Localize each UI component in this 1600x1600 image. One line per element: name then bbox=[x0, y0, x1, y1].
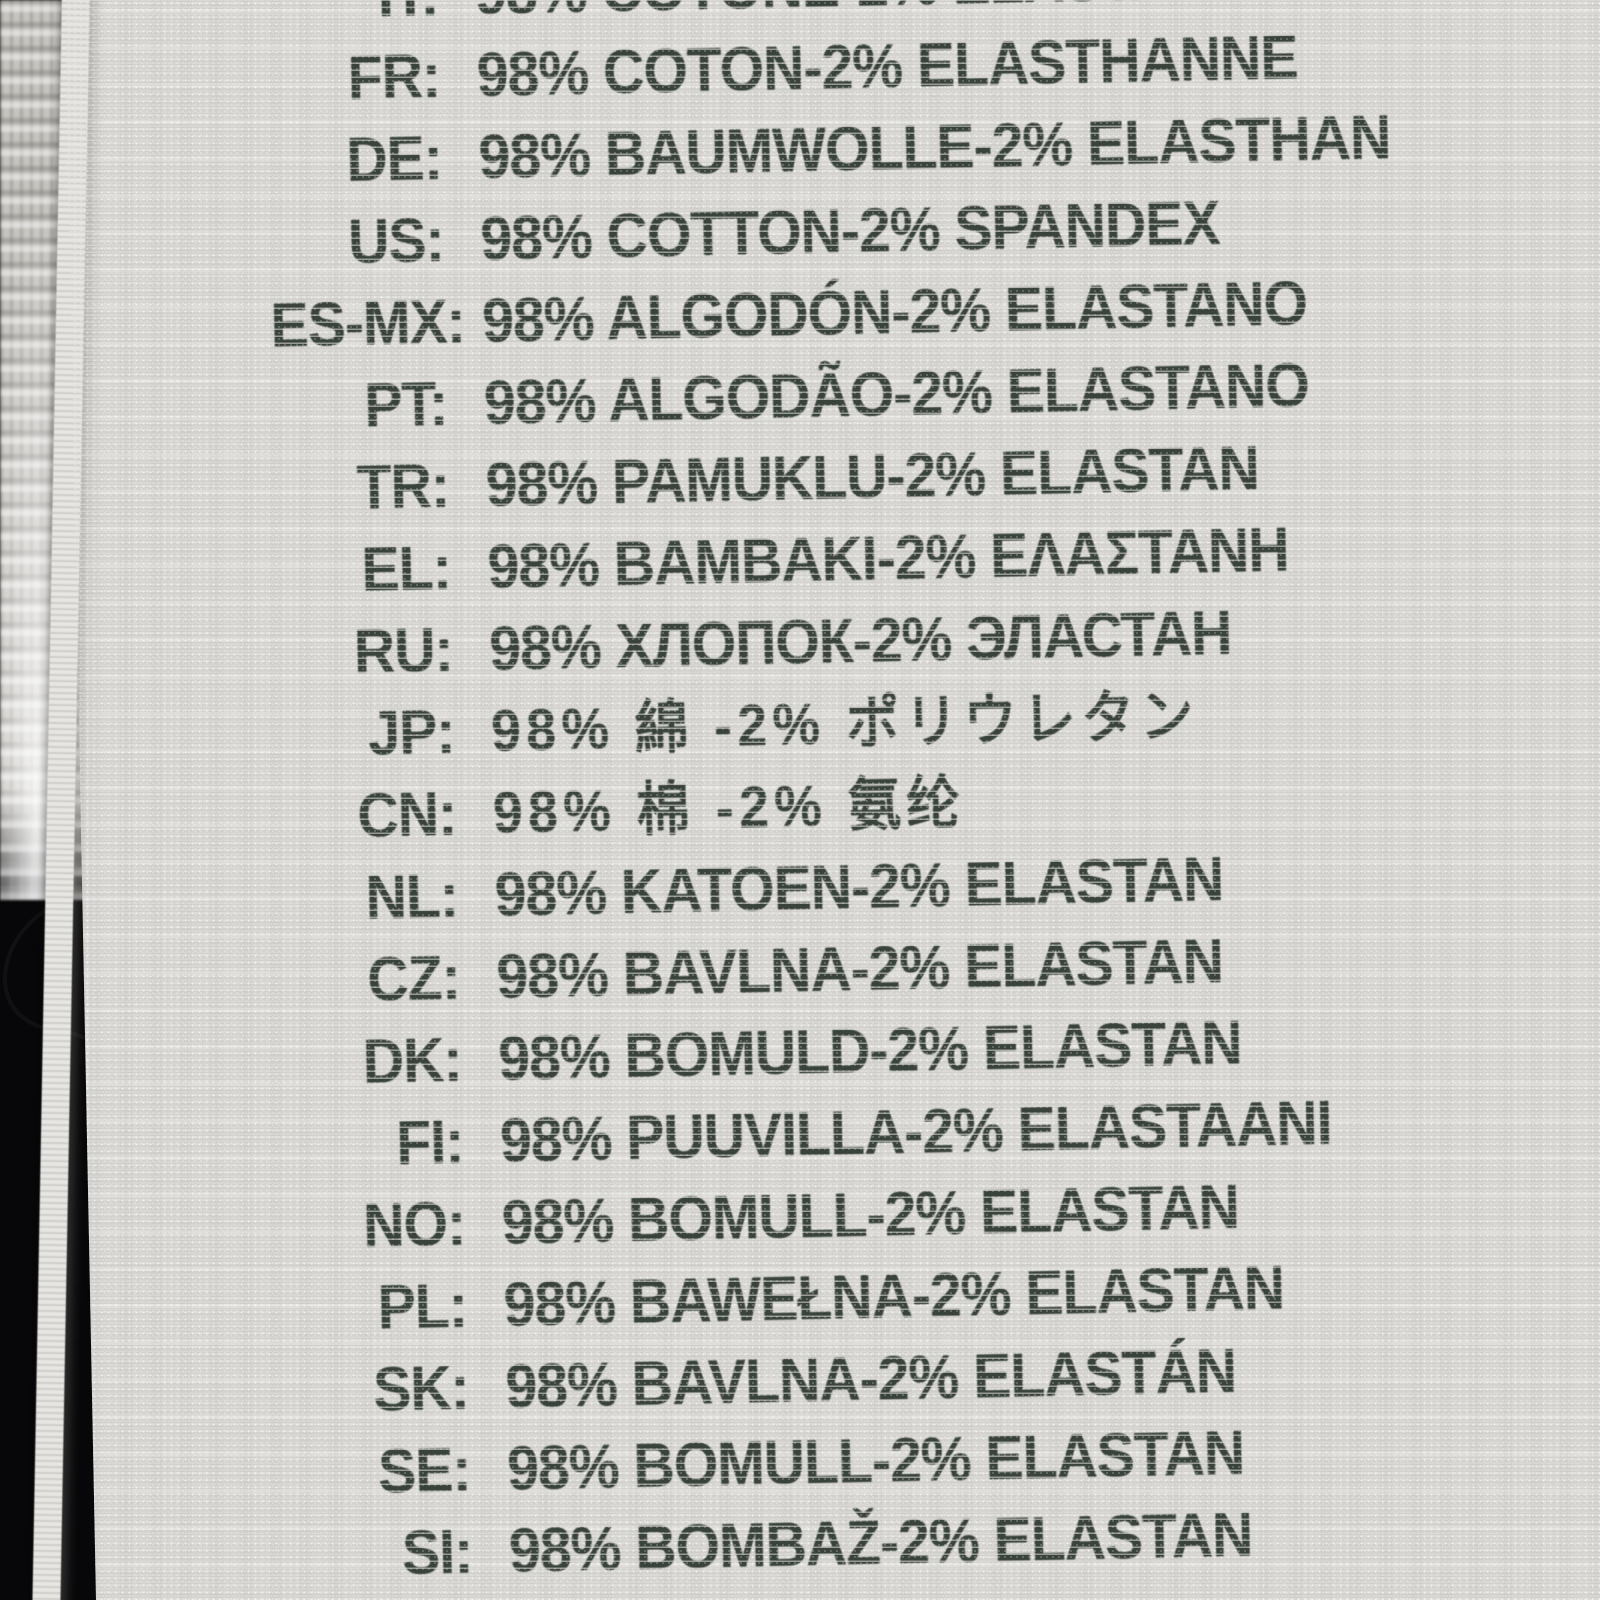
language-code: JP: bbox=[367, 697, 456, 769]
composition-text: 98% COTTON-2% SPANDEX bbox=[479, 188, 1221, 275]
composition-text: 98% KATOEN-2% ELASTAN bbox=[493, 845, 1224, 930]
language-code: FR: bbox=[347, 41, 441, 113]
language-code: SE: bbox=[377, 1435, 472, 1507]
composition-text: 98% 綿 -2% ポリウレタン bbox=[490, 683, 1200, 764]
language-code: NO: bbox=[362, 1189, 466, 1261]
language-code: CZ: bbox=[366, 943, 461, 1015]
composition-list: IT: 98% COTONE-2% ELASTAN FR: 98% COTON-… bbox=[263, 0, 1600, 1597]
language-code: PT: bbox=[363, 369, 448, 441]
language-code: IT: bbox=[263, 0, 440, 40]
language-code: RU: bbox=[353, 615, 454, 687]
language-code: CN: bbox=[356, 779, 457, 851]
composition-text: 98% BOMBAŽ-2% ELASTAN bbox=[508, 1500, 1254, 1586]
language-code: US: bbox=[347, 205, 445, 277]
composition-text: 98% BOMULL-2% ELASTAN bbox=[506, 1418, 1245, 1504]
language-code: ES-MX: bbox=[269, 287, 466, 361]
language-code: TR: bbox=[355, 451, 450, 523]
language-code: DE: bbox=[345, 123, 443, 195]
language-code: SI: bbox=[401, 1517, 474, 1589]
composition-text: 98% BAVLNA-2% ELASTAN bbox=[495, 927, 1224, 1012]
language-code: FI: bbox=[395, 1107, 465, 1179]
composition-text: 98% BOMULL-2% ELASTAN bbox=[501, 1172, 1240, 1258]
language-code: EL: bbox=[360, 533, 452, 605]
language-code: PL: bbox=[377, 1271, 468, 1343]
language-code: DK: bbox=[362, 1025, 463, 1097]
language-code: SK: bbox=[372, 1353, 470, 1425]
composition-text: 98% 棉 -2% 氨纶 bbox=[492, 770, 967, 846]
composition-text: 98% BAVLNA-2% ELASTÁN bbox=[504, 1336, 1237, 1422]
language-code: NL: bbox=[364, 861, 459, 933]
